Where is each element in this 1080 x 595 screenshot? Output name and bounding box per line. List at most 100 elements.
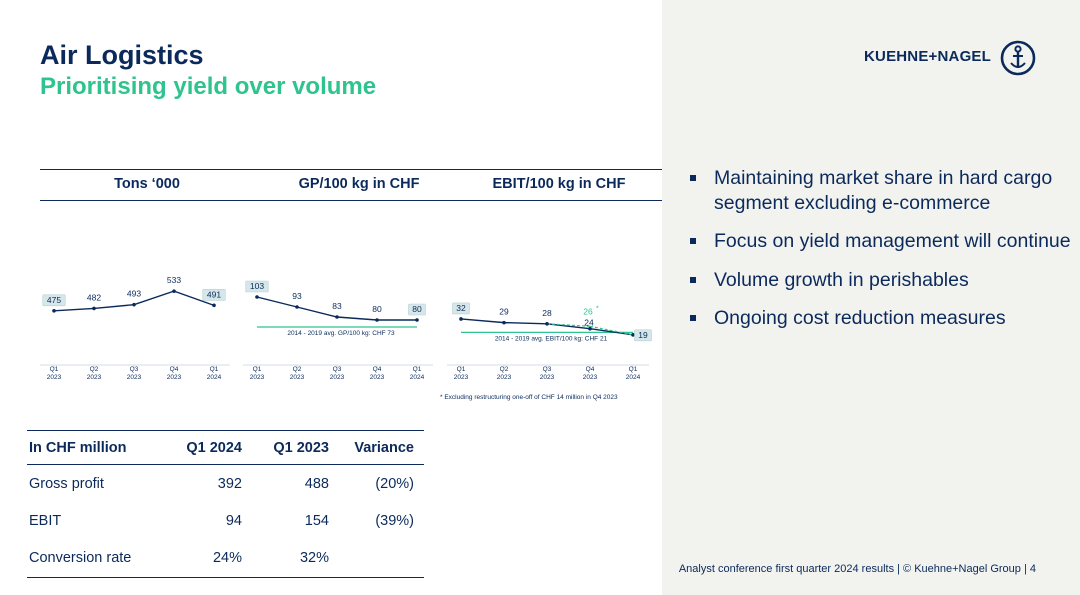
bullet-item: Maintaining market share in hard cargo s…	[688, 166, 1073, 215]
slide-footer: Analyst conference first quarter 2024 re…	[678, 563, 1036, 575]
data-label: 28	[542, 308, 552, 318]
row-variance: (39%)	[375, 512, 414, 529]
chart-footnote: * Excluding restructuring one-off of CHF…	[440, 394, 618, 401]
data-label: 29	[499, 307, 509, 317]
data-label: 491	[207, 289, 221, 299]
table-row: EBIT 94 154 (39%)	[27, 502, 424, 540]
data-label: 533	[167, 275, 181, 285]
data-label-box	[202, 289, 226, 301]
bullet-square-icon	[690, 175, 696, 181]
data-label: 80	[372, 304, 382, 314]
data-label: 475	[47, 295, 61, 305]
adjusted-value-label: 26	[583, 306, 593, 316]
row-label: EBIT	[29, 512, 62, 529]
x-tick-label-year: 2023	[370, 374, 385, 381]
x-tick-label-year: 2023	[127, 374, 142, 381]
data-point	[415, 318, 419, 322]
x-tick-label-quarter: Q3	[333, 366, 342, 373]
data-label: 32	[456, 303, 466, 313]
footnote-marker: *	[596, 305, 599, 312]
data-point	[212, 303, 216, 308]
data-label-box	[408, 303, 426, 316]
data-label: 24	[584, 318, 594, 328]
data-label-box	[245, 280, 269, 293]
x-tick-label-quarter: Q4	[586, 366, 595, 373]
logo-wordmark: KUEHNE+NAGEL	[864, 48, 991, 65]
bullet-text: Maintaining market share in hard cargo s…	[714, 167, 1053, 214]
table-header-q1-2024: Q1 2024	[186, 439, 242, 456]
x-tick-label-quarter: Q1	[457, 366, 466, 373]
x-tick-label-year: 2024	[626, 374, 641, 381]
data-point	[502, 320, 506, 325]
x-tick-label-quarter: Q1	[253, 366, 262, 373]
adjusted-dashed-line	[589, 325, 634, 336]
x-tick-label-quarter: Q1	[210, 366, 219, 373]
row-q1-2024: 94	[225, 512, 242, 529]
row-label: Conversion rate	[29, 550, 132, 566]
x-tick-label-year: 2023	[497, 374, 512, 381]
data-point	[295, 305, 299, 309]
row-q1-2024: 392	[217, 475, 242, 492]
x-tick-label-year: 2023	[540, 374, 555, 381]
x-tick-label-year: 2023	[330, 374, 345, 381]
data-point	[459, 317, 463, 321]
x-tick-label-quarter: Q4	[373, 366, 382, 373]
data-label: 80	[412, 304, 422, 314]
data-point	[132, 302, 136, 307]
table-row: Conversion rate 24% 32%	[27, 540, 424, 578]
data-label-box	[42, 294, 66, 307]
x-tick-label-quarter: Q1	[629, 366, 638, 373]
right-panel	[662, 0, 1080, 595]
x-tick-label-year: 2024	[207, 374, 222, 381]
bullet-square-icon	[690, 276, 696, 283]
row-q1-2024: 24%	[212, 550, 242, 566]
x-tick-label-year: 2023	[167, 374, 182, 381]
row-q1-2023: 32%	[299, 550, 329, 566]
data-label-box	[452, 302, 470, 315]
row-q1-2023: 488	[304, 475, 329, 492]
page-subtitle: Prioritising yield over volume	[40, 73, 377, 100]
row-variance	[329, 540, 424, 578]
x-tick-label-year: 2023	[290, 374, 305, 381]
bullet-text: Ongoing cost reduction measures	[714, 307, 1006, 329]
x-tick-label-quarter: Q1	[413, 366, 422, 373]
table-header-variance: Variance	[354, 439, 414, 456]
data-point	[92, 306, 96, 311]
chart-title-tons: Tons ‘000	[114, 176, 180, 192]
data-point	[172, 289, 176, 293]
data-label: 83	[332, 301, 342, 311]
x-tick-label-year: 2023	[250, 374, 265, 381]
data-point	[375, 318, 379, 322]
x-tick-label-quarter: Q3	[543, 366, 552, 373]
x-tick-label-year: 2023	[454, 374, 469, 381]
bullet-square-icon	[690, 238, 696, 244]
data-label: 103	[250, 281, 264, 291]
data-point	[588, 326, 592, 331]
data-label: 482	[87, 292, 101, 302]
anchor-icon	[1000, 40, 1036, 76]
x-tick-label-quarter: Q4	[170, 366, 179, 373]
row-variance: (20%)	[375, 475, 414, 492]
table-header-q1-2023: Q1 2023	[273, 439, 329, 456]
data-point	[255, 295, 259, 299]
data-label-box	[634, 329, 652, 342]
company-logo: KUEHNE+NAGEL	[862, 40, 1042, 76]
chart-header-rule-top	[40, 169, 662, 170]
bullet-square-icon	[690, 315, 696, 321]
bullet-text: Focus on yield management will continue	[714, 230, 1071, 252]
x-tick-label-quarter: Q2	[90, 366, 99, 373]
x-tick-label-quarter: Q3	[130, 366, 139, 373]
financial-table: In CHF million Q1 2024 Q1 2023 Variance …	[27, 430, 424, 578]
chart-header-rule-bottom	[40, 200, 662, 201]
bullet-text: Volume growth in perishables	[714, 268, 969, 291]
bullet-item: Ongoing cost reduction measures	[688, 306, 1073, 331]
row-q1-2023: 154	[304, 512, 329, 529]
chart-title-ebit: EBIT/100 kg in CHF	[492, 176, 626, 192]
table-header-row: In CHF million Q1 2024 Q1 2023 Variance	[27, 430, 424, 465]
x-tick-label-year: 2023	[87, 374, 102, 381]
adjusted-dashed-line	[546, 323, 591, 327]
page-title: Air Logistics	[40, 40, 204, 70]
data-label: 19	[638, 330, 648, 340]
chart-title-gp: GP/100 kg in CHF	[298, 176, 420, 192]
